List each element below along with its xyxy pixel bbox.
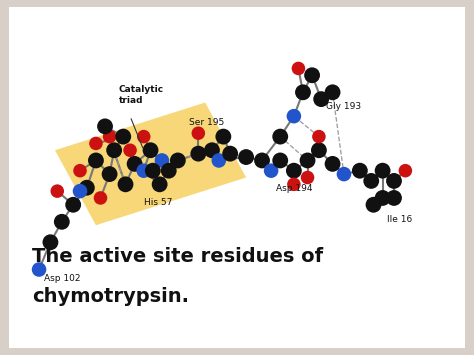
Point	[390, 178, 398, 184]
Point	[131, 161, 138, 167]
Point	[76, 188, 84, 194]
Point	[315, 147, 323, 153]
Point	[119, 134, 127, 140]
Point	[208, 147, 216, 153]
Polygon shape	[55, 103, 246, 225]
Point	[126, 147, 134, 153]
Point	[308, 72, 316, 78]
Point	[295, 66, 302, 71]
Point	[318, 96, 325, 102]
Point	[92, 141, 100, 146]
Point	[329, 89, 337, 95]
Point	[76, 168, 84, 174]
Point	[194, 151, 202, 157]
Point	[304, 158, 311, 163]
Point	[379, 195, 386, 201]
Text: Asp 194: Asp 194	[276, 184, 312, 193]
Point	[194, 130, 202, 136]
Point	[147, 147, 155, 153]
Point	[329, 161, 337, 167]
Point	[110, 147, 118, 153]
Text: His 57: His 57	[144, 198, 172, 207]
Point	[258, 158, 266, 163]
Point	[390, 195, 398, 201]
Point	[290, 113, 298, 119]
Point	[315, 134, 323, 140]
Point	[379, 168, 386, 174]
Point	[149, 168, 156, 174]
Point	[46, 239, 54, 245]
Point	[140, 134, 147, 140]
Point	[367, 178, 375, 184]
Point	[356, 168, 364, 174]
Point	[267, 168, 275, 174]
Point	[276, 134, 284, 140]
Point	[304, 175, 311, 180]
Text: Gly 193: Gly 193	[326, 102, 361, 111]
Point	[83, 185, 91, 191]
Point	[97, 195, 104, 201]
Point	[54, 188, 61, 194]
Point	[227, 151, 234, 157]
Text: Catalytic
triad: Catalytic triad	[118, 85, 164, 104]
Text: The active site residues of: The active site residues of	[32, 247, 323, 266]
Text: chymotrypsin.: chymotrypsin.	[32, 286, 189, 306]
FancyBboxPatch shape	[5, 4, 469, 351]
Point	[299, 89, 307, 95]
Point	[290, 181, 298, 187]
Point	[92, 158, 100, 163]
Point	[219, 134, 227, 140]
Text: Ser 195: Ser 195	[189, 118, 225, 127]
Point	[122, 181, 129, 187]
Point	[174, 158, 182, 163]
Point	[101, 124, 109, 129]
Point	[140, 168, 147, 174]
Point	[370, 202, 377, 208]
Point	[35, 267, 43, 272]
Point	[69, 202, 77, 208]
Point	[215, 158, 223, 163]
Point	[106, 134, 113, 140]
Point	[58, 219, 65, 225]
Point	[340, 171, 348, 177]
Text: Asp 102: Asp 102	[44, 274, 80, 283]
Point	[401, 168, 409, 174]
Point	[276, 158, 284, 163]
Point	[165, 168, 173, 174]
Point	[290, 168, 298, 174]
Text: Ile 16: Ile 16	[387, 215, 412, 224]
Point	[158, 158, 166, 163]
Point	[156, 181, 164, 187]
Point	[242, 154, 250, 160]
Point	[106, 171, 113, 177]
